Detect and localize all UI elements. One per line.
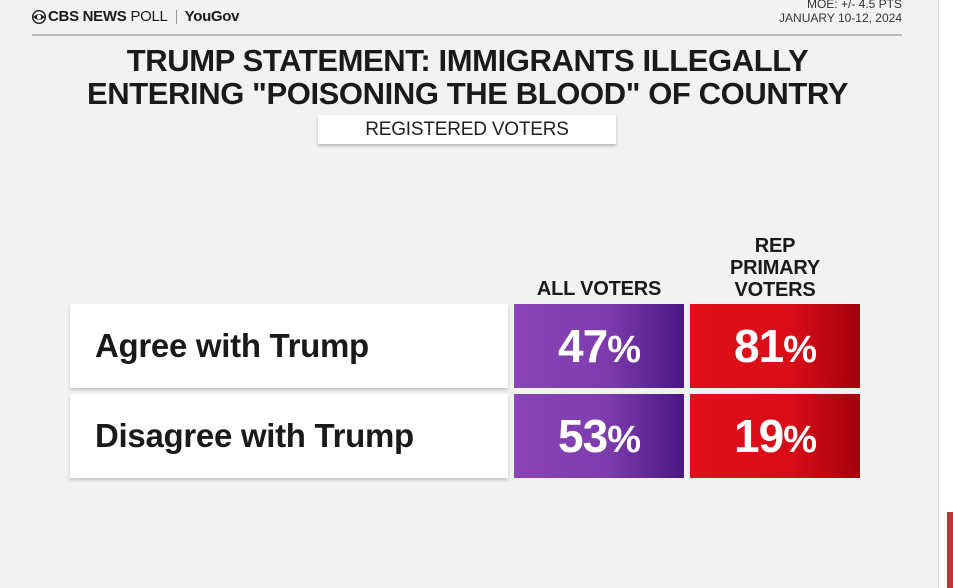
column-header-line: VOTERS	[734, 279, 816, 301]
cell-agree-all-voters: 47%	[514, 304, 684, 388]
chart-subtitle: REGISTERED VOTERS	[318, 115, 616, 144]
brand-cbs-news: CBS NEWS	[48, 8, 127, 25]
cell-disagree-rep-primary: 19%	[690, 394, 860, 478]
date-text: JANUARY 10-12, 2024	[779, 11, 902, 25]
title-line-2: ENTERING "POISONING THE BLOOD" OF COUNTR…	[86, 76, 849, 111]
title-line-1: TRUMP STATEMENT: IMMIGRANTS ILLEGALLY	[126, 43, 809, 78]
column-header-line: ALL VOTERS	[536, 278, 662, 300]
right-edge-panel	[938, 0, 953, 588]
column-header-all-voters: ALL VOTERS	[514, 278, 684, 300]
moe-text: MOE: +/- 4.5 PTS	[806, 0, 902, 11]
row-label-text: Agree with Trump	[95, 327, 369, 364]
percent-sign: %	[783, 329, 817, 371]
cbs-eye-icon	[32, 9, 46, 24]
percent-sign: %	[607, 329, 641, 371]
brand-separator	[175, 9, 177, 24]
column-header-line: PRIMARY	[729, 257, 821, 279]
value-label: 19	[734, 410, 784, 462]
column-header-rep-primary: REP PRIMARY VOTERS	[690, 235, 860, 301]
row-label-text: Disagree with Trump	[95, 417, 414, 454]
row-label-agree: Agree with Trump	[70, 304, 508, 388]
header: CBS NEWS POLL YouGov MOE: +/- 4.5 PTS JA…	[32, 0, 902, 34]
percent-sign: %	[607, 419, 641, 461]
row-label-disagree: Disagree with Trump	[70, 394, 508, 478]
value-label: 47	[558, 320, 608, 372]
value-label: 53	[558, 410, 608, 462]
brand-yougov: YouGov	[184, 8, 240, 25]
brand-poll: POLL	[130, 8, 168, 25]
brand: CBS NEWS POLL YouGov	[32, 8, 240, 25]
percent-sign: %	[783, 419, 817, 461]
value-label: 81	[734, 320, 784, 372]
header-rule	[32, 34, 902, 36]
poll-meta: MOE: +/- 4.5 PTS JANUARY 10-12, 2024	[779, 0, 902, 25]
cell-agree-rep-primary: 81%	[690, 304, 860, 388]
right-edge-accent	[947, 512, 953, 588]
cell-disagree-all-voters: 53%	[514, 394, 684, 478]
column-header-line: REP	[754, 235, 796, 257]
chart-title: TRUMP STATEMENT: IMMIGRANTS ILLEGALLY EN…	[30, 44, 905, 110]
